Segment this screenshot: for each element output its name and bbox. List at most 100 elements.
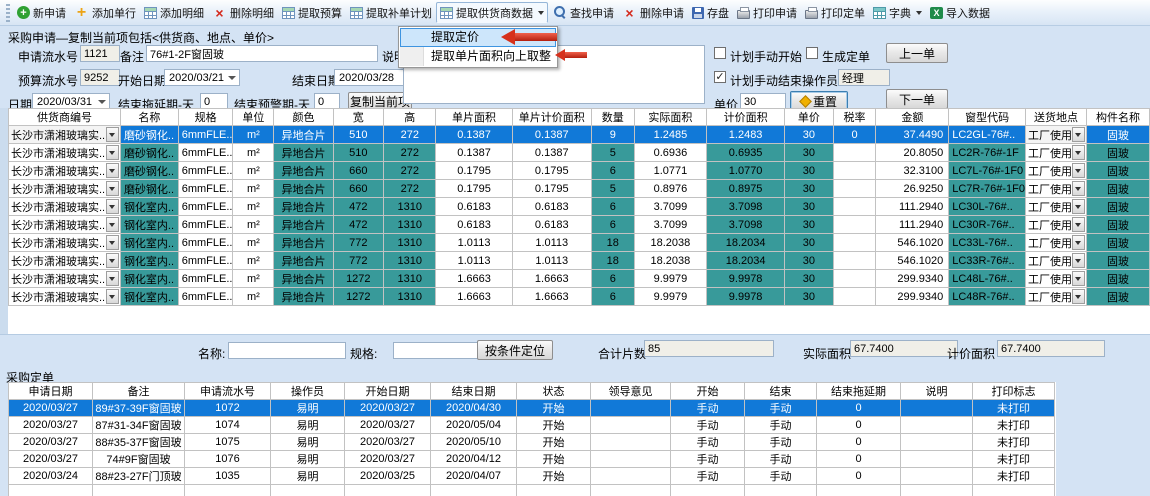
cell[interactable]: 6mmFLE.. [177,215,234,234]
cell[interactable]: 87#31-34F窗固玻 [92,416,185,434]
cell[interactable]: 0.1795 [511,179,592,198]
cell[interactable]: 固玻 [1085,143,1150,162]
cell[interactable]: 长沙市潇湘玻璃实.. [8,143,121,162]
cell[interactable]: 272 [383,179,437,198]
cell[interactable]: 长沙市潇湘玻璃实.. [8,269,121,288]
cell[interactable]: 2020/03/25 [344,467,431,485]
dropdown-button[interactable] [1071,199,1085,214]
cell[interactable]: 钢化室内.. [119,287,179,306]
cell[interactable] [900,467,973,485]
table-row[interactable]: 长沙市潇湘玻璃实.. 钢化室内.. 6mmFLE.. m² 异地合片 1272 1310 1.… [8,269,1150,288]
cell[interactable]: 3.7098 [706,215,786,234]
cell[interactable]: 1076 [184,450,271,468]
column-header[interactable]: 领导意见 [590,382,671,400]
cell[interactable]: 手动 [670,416,745,434]
cell[interactable]: 3.7099 [633,197,708,216]
dropdown-button[interactable] [105,181,119,196]
cell[interactable] [184,484,271,496]
cell[interactable]: 手动 [744,450,817,468]
column-header[interactable]: 申请流水号 [184,382,271,400]
cell[interactable]: 18 [590,233,635,252]
table-row[interactable]: 长沙市潇湘玻璃实.. 磨砂钢化.. 6mmFLE.. m² 异地合片 660 272 0.17… [8,179,1150,198]
cell[interactable]: 1310 [383,197,437,216]
cell[interactable] [670,484,745,496]
cell[interactable]: 18.2034 [706,251,786,270]
dropdown-button[interactable] [1071,253,1085,268]
cell[interactable] [832,269,877,288]
cell[interactable]: 2020/03/27 [8,450,93,468]
cell[interactable]: 1.0771 [633,161,708,180]
cell[interactable]: 18.2038 [633,233,708,252]
cell[interactable]: 1074 [184,416,271,434]
cell[interactable] [832,179,877,198]
cell[interactable]: 钢化室内.. [119,269,179,288]
cell[interactable]: LC48R-76#.. [948,287,1026,306]
cell[interactable]: 2020/03/27 [344,433,431,451]
column-header[interactable]: 状态 [516,382,591,400]
cell[interactable]: 工厂使用 [1024,233,1087,252]
cell[interactable] [590,467,671,485]
cell[interactable]: LC2R-76#-1F [948,143,1026,162]
cell[interactable]: 0.1795 [511,161,592,180]
column-header[interactable]: 申请日期 [8,382,93,400]
cell[interactable]: 1310 [383,215,437,234]
cell[interactable]: 472 [332,215,385,234]
cell[interactable]: 0.1387 [435,143,513,162]
cell[interactable]: 开始 [516,399,591,417]
cell[interactable]: 1310 [383,251,437,270]
cell[interactable]: 1272 [332,287,385,306]
cell[interactable]: 易明 [270,433,345,451]
reset-button[interactable]: 重置 [790,91,848,111]
cell[interactable]: 3.7099 [633,215,708,234]
dropdown-button[interactable] [1071,235,1085,250]
cell[interactable]: 工厂使用 [1024,215,1087,234]
cell[interactable]: 手动 [744,433,817,451]
cell[interactable]: 299.9340 [875,287,950,306]
cell[interactable]: 长沙市潇湘玻璃实.. [8,251,121,270]
column-header[interactable]: 名称 [119,108,179,126]
cell[interactable]: 异地合片 [273,287,334,306]
cell[interactable] [516,484,591,496]
dropdown-button[interactable] [105,127,119,142]
dropdown-button[interactable] [105,163,119,178]
cell[interactable]: 2020/03/27 [344,450,431,468]
cell[interactable]: 工厂使用 [1024,161,1087,180]
column-header[interactable]: 宽 [332,108,385,126]
column-header[interactable]: 单片计价面积 [511,108,592,126]
cell[interactable]: 30 [784,215,834,234]
cell[interactable]: LC7R-76#-1F0 [948,179,1026,198]
column-header[interactable]: 计价面积 [706,108,786,126]
cell[interactable]: 1.2485 [633,125,708,144]
cell[interactable]: 未打印 [972,467,1055,485]
cell[interactable]: 开始 [516,433,591,451]
dropdown-button[interactable] [1071,145,1085,160]
cell[interactable]: 89#37-39F窗固玻 [92,399,185,417]
date-select[interactable]: 2020/03/31 [32,93,110,110]
cell[interactable]: 未打印 [972,433,1055,451]
cell[interactable] [832,233,877,252]
table-row[interactable]: 长沙市潇湘玻璃实.. 磨砂钢化.. 6mmFLE.. m² 异地合片 660 272 0.17… [8,161,1150,180]
cell[interactable]: 111.2940 [875,197,950,216]
toolbar-add-detail-button[interactable]: 添加明细 [140,2,208,23]
cell[interactable]: 长沙市潇湘玻璃实.. [8,197,121,216]
cell[interactable]: 18.2038 [633,251,708,270]
cell[interactable]: 异地合片 [273,161,334,180]
cell[interactable] [900,416,973,434]
cell[interactable]: 1.6663 [511,269,592,288]
cell[interactable]: 磨砂钢化.. [119,179,179,198]
cell[interactable]: 6mmFLE.. [177,125,234,144]
cell[interactable]: 20.8050 [875,143,950,162]
cell[interactable]: 88#23-27F门顶玻 [92,467,185,485]
column-header[interactable]: 规格 [177,108,234,126]
cell[interactable]: 6 [590,287,635,306]
cell[interactable] [900,450,973,468]
cell[interactable]: 0.6183 [511,215,592,234]
cell[interactable] [832,161,877,180]
cell[interactable]: 工厂使用 [1024,287,1087,306]
dropdown-button[interactable] [1071,181,1085,196]
cell[interactable] [900,433,973,451]
cell[interactable]: 0 [816,450,901,468]
column-header[interactable]: 供货商编号 [8,108,121,126]
cell[interactable]: 9.9979 [633,287,708,306]
cell[interactable] [92,484,185,496]
